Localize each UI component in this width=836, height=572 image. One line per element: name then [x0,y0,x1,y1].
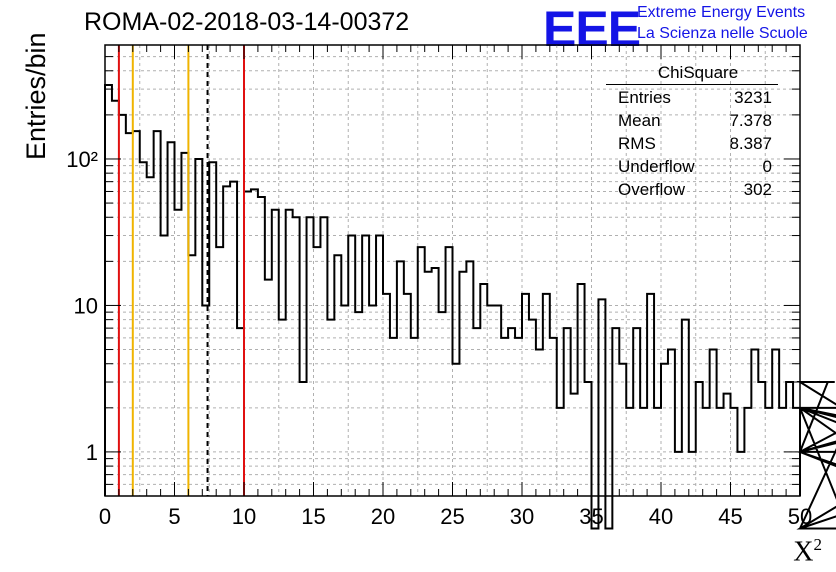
x-tick-label: 45 [718,504,742,529]
y-tick-label: 10 [74,293,98,318]
stats-row: Mean 7.378 [618,111,772,130]
x-tick-label: 50 [788,504,812,529]
x-tick-label: 20 [371,504,395,529]
eee-logo: EEE [543,1,641,57]
x-tick-label: 30 [510,504,534,529]
histogram-series [104,83,836,530]
chart-title: ROMA-02-2018-03-14-00372 [84,8,410,36]
stats-row: Underflow 0 [618,157,772,176]
stats-row: RMS 8.387 [618,134,772,153]
x-tick-label: 0 [99,504,111,529]
stats-title: ChiSquare [606,63,778,85]
x-tick-label: 25 [440,504,464,529]
x-tick-label: 5 [168,504,180,529]
x-tick-label: 35 [579,504,603,529]
x-tick-label: 15 [301,504,325,529]
y-tick-label: 10² [66,147,98,172]
logo-line1: Extreme Energy Events [637,4,806,21]
stats-row: Entries 3231 [618,88,772,107]
x-tick-label: 40 [649,504,673,529]
stats-row: Overflow 302 [618,180,772,199]
y-tick-label: 1 [86,440,98,465]
x-axis-label: X2 [793,535,822,568]
logo-line2: La Scienza nelle Scuole [637,25,808,42]
stats-box: ChiSquare Entries 3231 Mean 7.378 RMS 8.387… [606,63,778,201]
x-tick-label: 10 [232,504,256,529]
